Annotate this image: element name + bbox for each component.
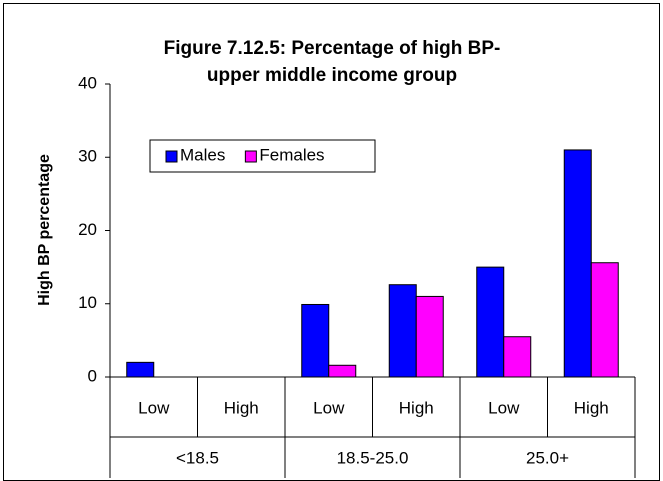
chart-frame	[3, 3, 660, 481]
bar	[301, 303, 330, 378]
x-tick-label: Low	[313, 398, 345, 417]
bar	[476, 266, 505, 378]
y-tick-label: 30	[78, 147, 97, 166]
bar	[126, 361, 155, 378]
x-tick-label: High	[224, 398, 259, 417]
bar	[328, 364, 357, 378]
x-tick-label: High	[574, 398, 609, 417]
x-tick-label: High	[399, 398, 434, 417]
x-group-label: 18.5-25.0	[337, 448, 409, 467]
y-tick-label: 0	[88, 366, 97, 385]
chart-title: upper middle income group	[207, 65, 457, 86]
legend-box	[149, 139, 376, 173]
x-tick-label: Low	[138, 398, 170, 417]
bar	[388, 284, 417, 378]
y-axis-label: High BP percentage	[36, 154, 53, 306]
bar	[503, 336, 532, 378]
y-tick-label: 10	[78, 293, 97, 312]
y-tick-label: 40	[78, 73, 97, 92]
chart-title: Figure 7.12.5: Percentage of high BP-	[164, 38, 501, 59]
x-group-label: 25.0+	[526, 448, 569, 467]
legend-swatch	[165, 150, 178, 163]
bar	[590, 262, 619, 378]
x-tick-label: Low	[488, 398, 520, 417]
y-tick-label: 20	[78, 220, 97, 239]
legend-label: Males	[180, 145, 225, 164]
legend-swatch	[244, 150, 257, 163]
legend-label: Females	[259, 145, 324, 164]
bar	[563, 149, 592, 378]
bar	[415, 295, 444, 378]
x-group-label: <18.5	[176, 448, 219, 467]
